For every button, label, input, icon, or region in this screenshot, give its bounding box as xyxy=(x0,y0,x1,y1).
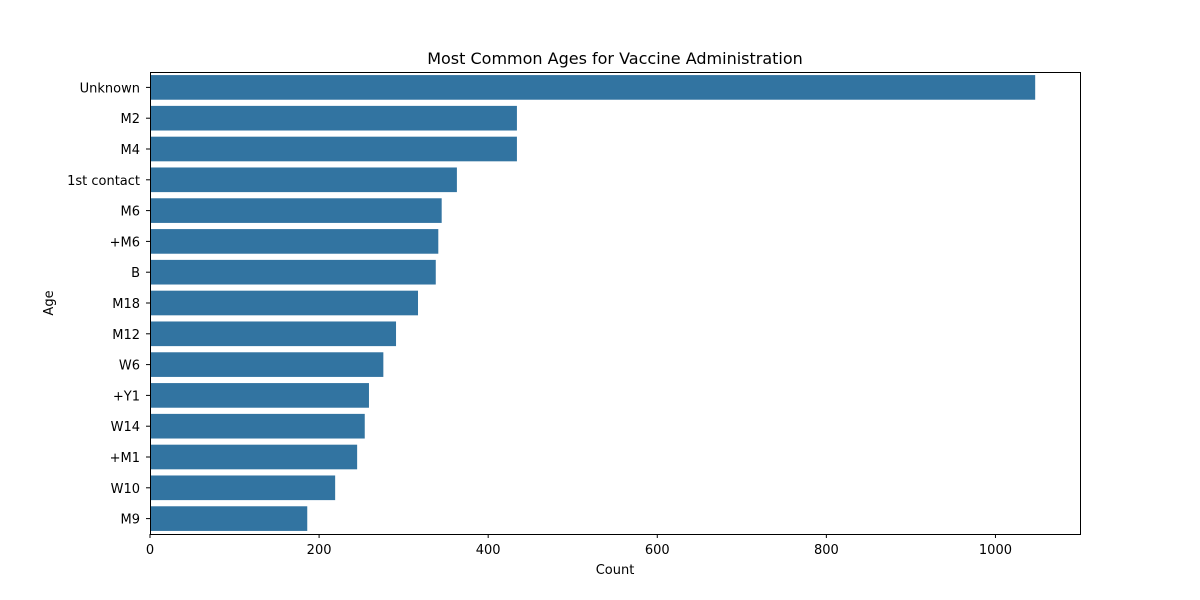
chart-title: Most Common Ages for Vaccine Administrat… xyxy=(427,49,803,68)
y-tick-label: W14 xyxy=(111,420,140,435)
bar-m6 xyxy=(150,198,442,223)
y-tick-label: +Y1 xyxy=(113,389,140,404)
x-tick-label: 800 xyxy=(814,543,839,558)
y-tick-label: M12 xyxy=(112,328,140,343)
y-tick-label: M4 xyxy=(121,143,141,158)
x-tick-label: 200 xyxy=(307,543,332,558)
bars-group xyxy=(150,75,1036,531)
x-axis-label: Count xyxy=(596,563,635,578)
y-tick-label: Unknown xyxy=(80,81,140,96)
bar--y1 xyxy=(150,383,369,408)
y-tick-label: B xyxy=(131,266,140,281)
y-tick-label: W10 xyxy=(111,482,140,497)
y-tick-label: +M1 xyxy=(110,451,140,466)
bar-b xyxy=(150,259,436,285)
y-tick-label: M6 xyxy=(121,205,141,220)
bar--m6 xyxy=(150,229,439,254)
y-tick-label: +M6 xyxy=(110,235,140,250)
x-tick-label: 600 xyxy=(645,543,670,558)
x-tick-label: 1000 xyxy=(979,543,1012,558)
x-tick-label: 400 xyxy=(476,543,501,558)
x-tick-label: 0 xyxy=(146,543,154,558)
bar-w14 xyxy=(150,413,365,439)
y-tick-label: M18 xyxy=(112,297,140,312)
bar-w6 xyxy=(150,352,384,377)
bar-m18 xyxy=(150,290,419,316)
bar--m1 xyxy=(150,444,358,470)
plot-frame xyxy=(150,72,1081,535)
y-tick-label: W6 xyxy=(119,359,140,374)
bar-m2 xyxy=(150,105,517,131)
bar-m4 xyxy=(150,136,517,162)
y-axis-ticks: Unknown M2 M4 1st contact M6 +M6 B M18 M12 W6 +Y1 W… xyxy=(67,81,150,528)
x-axis-ticks: 0 200 400 600 800 1000 xyxy=(146,534,1012,558)
y-tick-label: M9 xyxy=(121,513,141,528)
bar-1st-contact xyxy=(150,167,457,193)
bar-m12 xyxy=(150,321,397,347)
bar-unknown xyxy=(150,75,1036,100)
bar-m9 xyxy=(150,506,308,531)
y-tick-label: M2 xyxy=(121,112,141,127)
y-axis-label: Age xyxy=(42,290,57,315)
bar-w10 xyxy=(150,475,336,501)
y-tick-label: 1st contact xyxy=(67,174,140,189)
